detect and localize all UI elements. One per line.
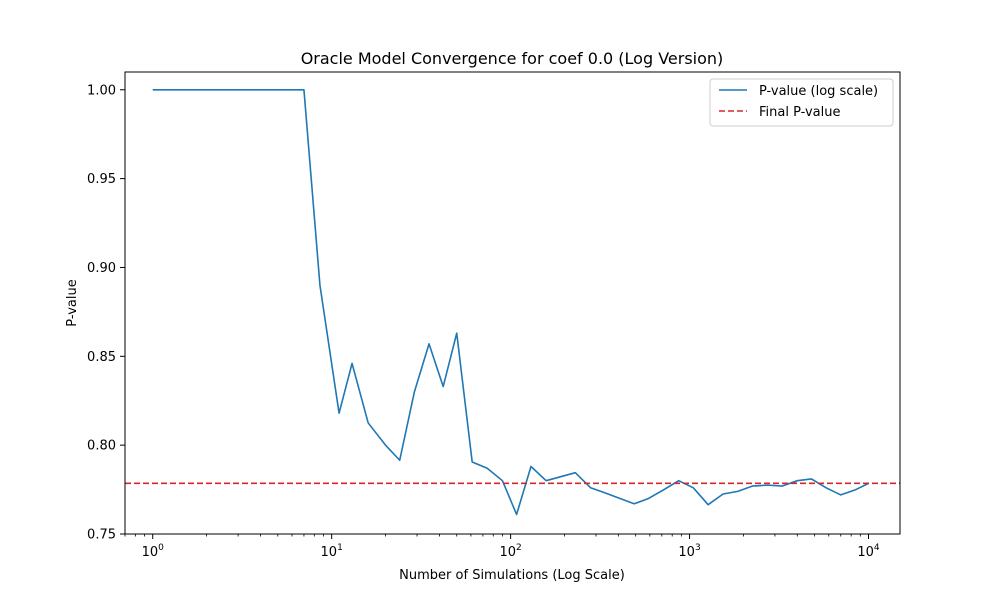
chart-title: Oracle Model Convergence for coef 0.0 (L… bbox=[301, 49, 724, 68]
y-tick-label-1: 0.80 bbox=[87, 439, 116, 454]
x-tick-label-2: 102 bbox=[499, 543, 521, 560]
y-tick-label-2: 0.85 bbox=[87, 350, 116, 365]
x-axis-title: Number of Simulations (Log Scale) bbox=[399, 568, 625, 583]
y-axis-title: P-value bbox=[65, 279, 80, 326]
legend-box bbox=[709, 78, 894, 127]
x-axis: 100 101 102 103 104 bbox=[124, 534, 880, 560]
legend-label-pvalue: P-value (log scale) bbox=[759, 84, 878, 99]
legend: P-value (log scale) Final P-value bbox=[709, 78, 894, 127]
y-tick-label-5: 1.00 bbox=[87, 83, 116, 98]
series-layer bbox=[125, 88, 900, 516]
legend-label-final: Final P-value bbox=[759, 105, 841, 120]
plot-area bbox=[125, 72, 900, 534]
plot-frame bbox=[124, 71, 901, 535]
x-tick-label-1: 101 bbox=[321, 543, 343, 560]
y-tick-label-0: 0.75 bbox=[87, 528, 116, 543]
x-tick-label-3: 103 bbox=[678, 543, 700, 560]
x-tick-label-4: 104 bbox=[857, 543, 880, 560]
y-axis: 0.75 0.80 0.85 0.90 0.95 1.00 bbox=[87, 83, 125, 543]
series-pvalue-line bbox=[152, 88, 869, 516]
y-tick-label-4: 0.95 bbox=[87, 172, 116, 187]
y-tick-label-3: 0.90 bbox=[87, 261, 116, 276]
x-tick-label-0: 100 bbox=[142, 543, 165, 560]
